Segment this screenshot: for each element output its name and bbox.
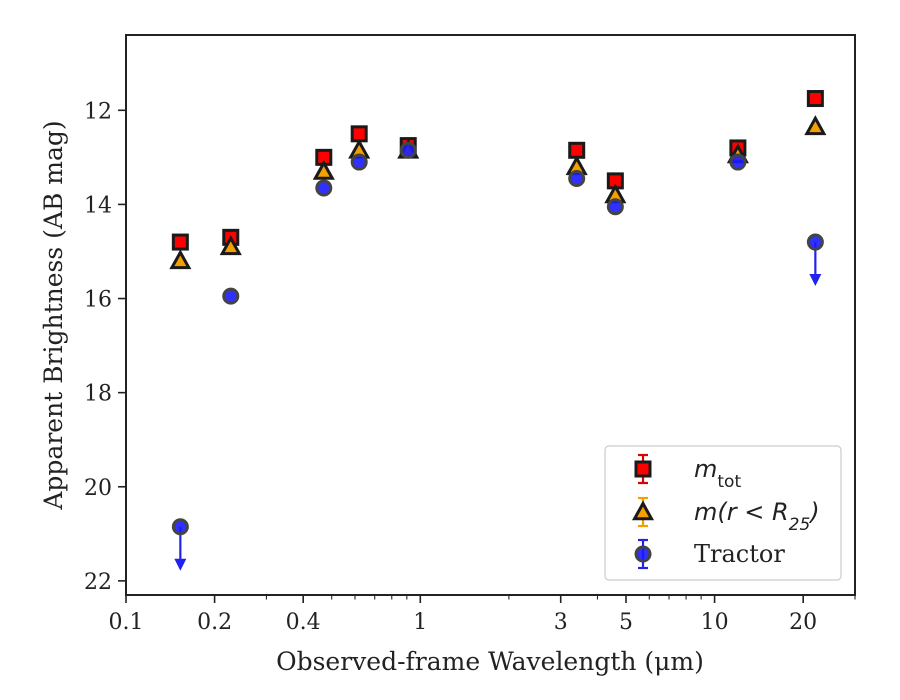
data-marks [169,90,827,571]
legend-item-0: mtot [634,453,741,492]
legend: mtot m(r < R25) Tractor [604,445,842,581]
x-axis-label: Observed-frame Wavelength (μm) [276,647,704,676]
data-point [171,518,189,536]
data-point [806,90,824,108]
y-tick-label: 20 [84,476,112,501]
y-tick-label: 18 [84,382,112,407]
upper-limit-arrowhead [809,274,822,287]
data-point [222,287,240,305]
data-point [804,115,827,136]
data-point [399,141,417,159]
legend-label: mtot [694,455,741,492]
x-tick-label: 1 [413,610,427,635]
y-tick-label: 12 [84,99,112,124]
data-point [806,233,824,251]
legend-frame [604,445,842,581]
x-tick-label: 3 [554,610,568,635]
x-tick-label: 5 [619,610,633,635]
y-axis-label: Apparent Brightness (AB mag) [39,120,68,510]
x-tick-label: 20 [789,610,817,635]
y-tick-label: 14 [84,193,112,218]
data-point [219,235,242,256]
legend-marker [634,460,652,478]
data-point [350,153,368,171]
x-tick-label: 0.4 [286,610,321,635]
plot-frame [125,34,856,596]
legend-label: m(r < R25) [694,498,820,535]
data-point [169,249,192,270]
y-tick-label: 22 [84,570,112,595]
x-axis-ticks: 0.1 0.2 0.4 1 3 5 10 20 [109,595,856,635]
y-axis-ticks: 12 14 16 18 20 22 [84,99,126,595]
data-point [568,170,586,188]
legend-item-2: Tractor [634,538,785,570]
data-point [315,179,333,197]
y-tick-label: 16 [84,288,112,313]
legend-label: Tractor [694,540,785,568]
legend-marker [631,500,655,521]
legend-item-1: m(r < R25) [631,496,820,535]
series-2 [171,141,824,571]
data-point [729,153,747,171]
upper-limit-arrowhead [174,558,187,571]
legend-marker [634,545,652,563]
x-tick-label: 0.2 [197,610,232,635]
data-point [606,198,624,216]
x-tick-label: 10 [701,610,729,635]
x-tick-label: 0.1 [109,610,144,635]
data-point [312,159,335,180]
data-point [171,233,189,251]
